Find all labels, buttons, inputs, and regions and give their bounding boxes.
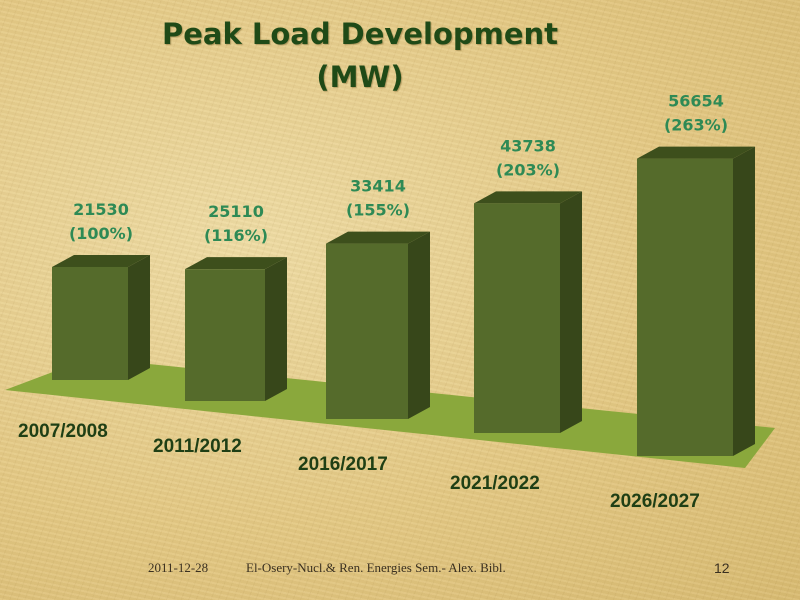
bar-top — [637, 146, 755, 159]
data-label-value: 25110 — [208, 202, 264, 221]
data-label-percent: (116%) — [204, 226, 268, 245]
bar-front — [474, 203, 560, 433]
bar-top — [52, 254, 150, 267]
bar-front — [185, 269, 265, 401]
data-label-percent: (155%) — [346, 201, 410, 220]
category-label: 2016/2017 — [298, 454, 388, 475]
category-label: 2021/2022 — [450, 473, 540, 494]
bar-top — [185, 257, 287, 270]
chart-title: Peak Load Development — [161, 17, 559, 51]
data-label-value: 56654 — [668, 92, 724, 111]
chart-title-unit: (MW) — [316, 60, 404, 94]
footer-text: El-Osery-Nucl.& Ren. Energies Sem.- Alex… — [246, 560, 506, 575]
label-group: 21530 (100%) 2007/2008 25110 (116%) 2011/2012… — [18, 92, 728, 512]
bar-2021-2022 — [474, 191, 582, 433]
bar-2011-2012 — [185, 257, 287, 401]
slide-number: 12 — [714, 560, 730, 576]
bar-front — [637, 158, 733, 456]
bar-side — [733, 146, 755, 456]
data-label-value: 21530 — [73, 200, 129, 219]
category-label: 2011/2012 — [153, 436, 242, 457]
bar-front — [326, 243, 408, 419]
data-label-value: 33414 — [350, 177, 406, 196]
bar-2007-2008 — [52, 254, 150, 380]
bar-group — [52, 146, 755, 456]
footer-date: 2011-12-28 — [148, 560, 209, 575]
category-label: 2007/2008 — [18, 421, 108, 442]
bar-2016-2017 — [326, 231, 430, 419]
data-label-percent: (100%) — [69, 224, 133, 243]
bar-side — [265, 257, 287, 401]
bar-top — [474, 191, 582, 204]
data-label-value: 43738 — [500, 136, 556, 155]
bar-side — [560, 191, 582, 433]
bar-side — [408, 231, 430, 419]
bar-side — [128, 254, 150, 380]
bar-2026-2027 — [637, 146, 755, 456]
data-label-percent: (203%) — [496, 160, 560, 179]
bar-front — [52, 266, 128, 380]
data-label-percent: (263%) — [664, 116, 728, 135]
category-label: 2026/2027 — [610, 491, 700, 512]
bar-top — [326, 231, 430, 244]
